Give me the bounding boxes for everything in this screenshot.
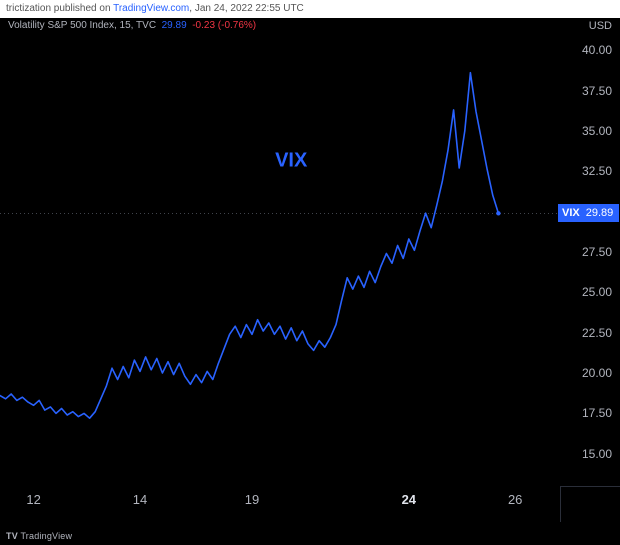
y-tick-label: 40.00: [582, 43, 612, 57]
publish-site-link[interactable]: TradingView.com: [113, 3, 189, 14]
x-axis[interactable]: 12 14 19 24 26: [0, 486, 560, 522]
x-tick-label: 24: [402, 492, 416, 507]
price-badge: VIX 29.89: [558, 204, 619, 222]
last-point-marker: [496, 211, 500, 215]
publish-header: trictization published on TradingView.co…: [0, 0, 620, 18]
brand-text: TradingView: [18, 531, 72, 541]
x-tick-label: 12: [26, 492, 40, 507]
y-tick-label: 37.50: [582, 84, 612, 98]
x-tick-label: 14: [133, 492, 147, 507]
chart-frame: trictization published on TradingView.co…: [0, 0, 620, 545]
y-tick-label: 22.50: [582, 326, 612, 340]
x-tick-label: 19: [245, 492, 259, 507]
y-tick-label: 20.00: [582, 366, 612, 380]
x-tick-label: 26: [508, 492, 522, 507]
chart-svg: [0, 34, 560, 486]
symbol-title: Volatility S&P 500 Index, 15, TVC: [8, 20, 156, 31]
tradingview-brand: TV TradingView: [6, 531, 72, 541]
y-tick-label: 15.00: [582, 447, 612, 461]
price-badge-value: 29.89: [586, 204, 614, 222]
price-series-line: [0, 73, 498, 419]
last-price: 29.89: [162, 20, 187, 31]
price-badge-symbol: VIX: [562, 204, 580, 222]
y-tick-label: 17.50: [582, 406, 612, 420]
y-axis[interactable]: USD 15.0017.5020.0022.5025.0027.5030.003…: [560, 34, 620, 486]
publish-suffix: , Jan 24, 2022 22:55 UTC: [189, 3, 304, 14]
price-change: -0.23: [192, 20, 215, 31]
brand-icon: TV: [6, 531, 18, 541]
price-change-pct: (-0.76%): [218, 20, 256, 31]
y-tick-label: 27.50: [582, 245, 612, 259]
y-tick-label: 32.50: [582, 164, 612, 178]
y-axis-unit: USD: [589, 20, 612, 32]
chart-plot-area[interactable]: VIX: [0, 34, 560, 486]
y-tick-label: 25.00: [582, 285, 612, 299]
publish-prefix: trictization published on: [6, 3, 113, 14]
y-tick-label: 35.00: [582, 124, 612, 138]
symbol-info-bar: Volatility S&P 500 Index, 15, TVC 29.89 …: [8, 18, 256, 34]
